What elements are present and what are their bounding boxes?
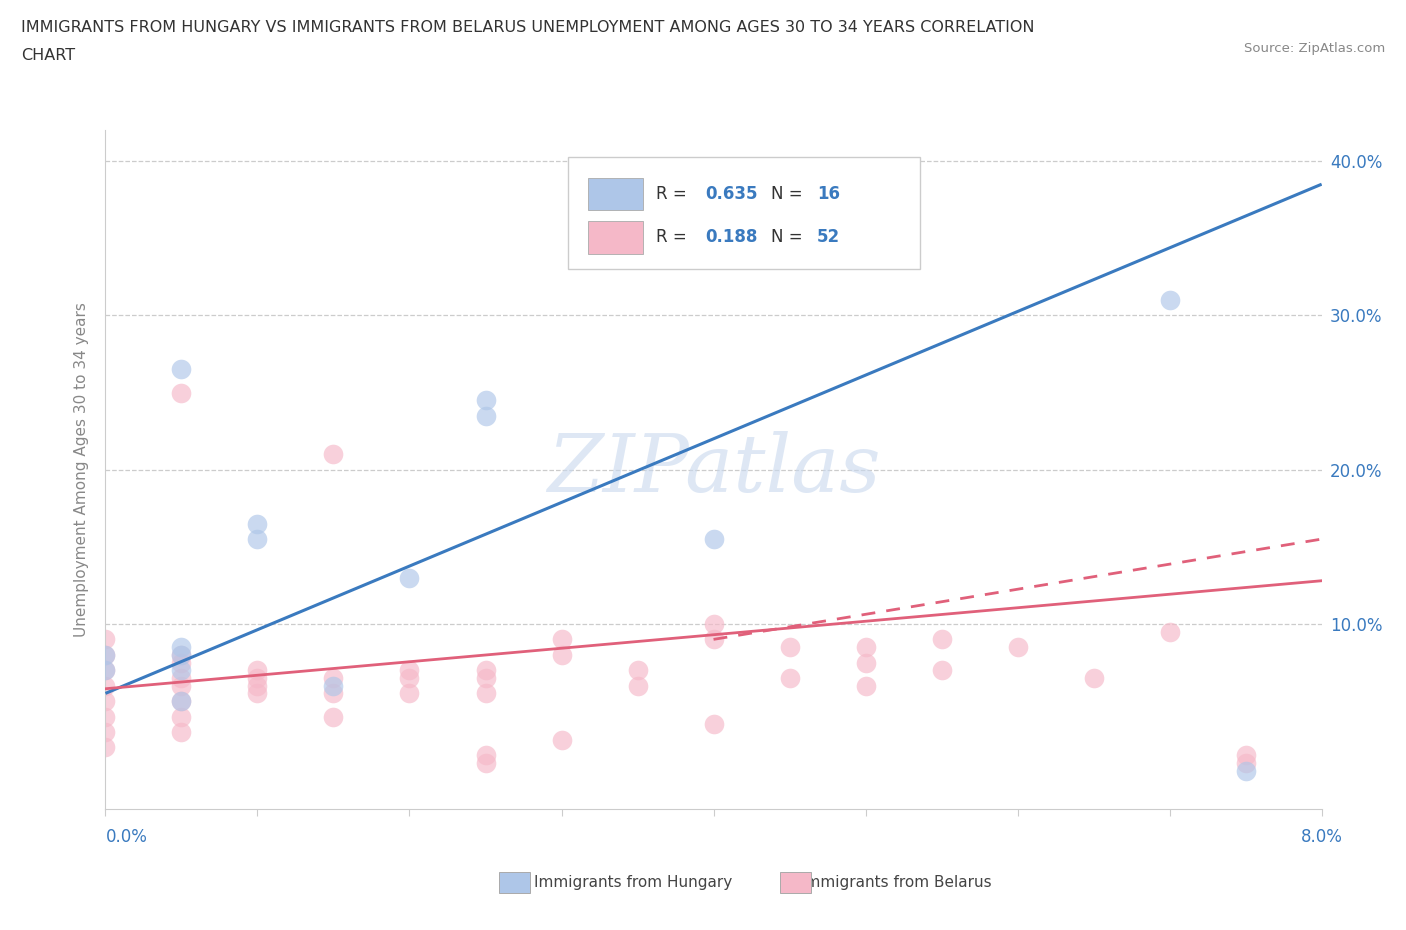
Point: [94, 678, 117, 693]
Point: [170, 362, 193, 377]
Point: [246, 678, 269, 693]
Point: [170, 655, 193, 670]
Point: [170, 640, 193, 655]
Point: [94, 663, 117, 678]
Point: [626, 663, 648, 678]
Point: [1234, 755, 1257, 770]
Point: [246, 532, 269, 547]
Point: [94, 663, 117, 678]
Point: [398, 663, 420, 678]
Point: [170, 647, 193, 662]
Text: 8.0%: 8.0%: [1301, 828, 1343, 845]
Point: [246, 671, 269, 685]
Point: [702, 532, 725, 547]
Point: [1159, 624, 1181, 639]
Point: [702, 632, 725, 647]
Point: [94, 632, 117, 647]
Point: [855, 678, 877, 693]
Point: [94, 709, 117, 724]
Text: N =: N =: [770, 229, 807, 246]
Point: [322, 686, 344, 701]
Point: [474, 755, 496, 770]
Point: [702, 617, 725, 631]
Point: [550, 632, 572, 647]
Text: 0.635: 0.635: [704, 185, 758, 203]
Point: [474, 408, 496, 423]
Point: [94, 694, 117, 709]
Point: [550, 732, 572, 747]
Point: [170, 647, 193, 662]
Point: [170, 694, 193, 709]
Point: [246, 663, 269, 678]
Point: [398, 686, 420, 701]
Point: [1234, 764, 1257, 778]
Point: [931, 663, 953, 678]
Point: [170, 671, 193, 685]
Text: Immigrants from Belarus: Immigrants from Belarus: [801, 875, 993, 890]
Text: N =: N =: [770, 185, 807, 203]
Point: [779, 671, 801, 685]
FancyBboxPatch shape: [588, 221, 643, 254]
Point: [170, 724, 193, 739]
Text: R =: R =: [657, 229, 692, 246]
Text: CHART: CHART: [21, 48, 75, 63]
Text: ZIPatlas: ZIPatlas: [547, 431, 880, 509]
Point: [474, 671, 496, 685]
Text: 0.0%: 0.0%: [105, 828, 148, 845]
FancyBboxPatch shape: [568, 157, 921, 270]
Point: [170, 663, 193, 678]
Point: [702, 717, 725, 732]
Point: [855, 640, 877, 655]
Point: [170, 694, 193, 709]
Point: [94, 724, 117, 739]
Point: [1083, 671, 1105, 685]
Text: Source: ZipAtlas.com: Source: ZipAtlas.com: [1244, 42, 1385, 55]
Point: [626, 678, 648, 693]
Point: [94, 740, 117, 755]
Point: [474, 663, 496, 678]
Point: [779, 640, 801, 655]
Point: [170, 385, 193, 400]
Point: [1234, 748, 1257, 763]
Point: [322, 678, 344, 693]
Point: [1159, 293, 1181, 308]
Point: [94, 647, 117, 662]
Text: 52: 52: [817, 229, 839, 246]
Point: [398, 570, 420, 585]
Text: 16: 16: [817, 185, 839, 203]
Point: [170, 709, 193, 724]
Point: [398, 671, 420, 685]
Text: IMMIGRANTS FROM HUNGARY VS IMMIGRANTS FROM BELARUS UNEMPLOYMENT AMONG AGES 30 TO: IMMIGRANTS FROM HUNGARY VS IMMIGRANTS FR…: [21, 20, 1035, 35]
Text: 0.188: 0.188: [704, 229, 758, 246]
Point: [246, 686, 269, 701]
Point: [170, 678, 193, 693]
Point: [550, 647, 572, 662]
Point: [474, 748, 496, 763]
Point: [1007, 640, 1029, 655]
Y-axis label: Unemployment Among Ages 30 to 34 years: Unemployment Among Ages 30 to 34 years: [75, 302, 90, 637]
Text: R =: R =: [657, 185, 692, 203]
Point: [855, 655, 877, 670]
Point: [931, 632, 953, 647]
Point: [474, 392, 496, 407]
Point: [94, 647, 117, 662]
Point: [322, 671, 344, 685]
FancyBboxPatch shape: [588, 178, 643, 210]
Text: Immigrants from Hungary: Immigrants from Hungary: [534, 875, 733, 890]
Point: [322, 446, 344, 461]
Point: [474, 686, 496, 701]
Point: [246, 516, 269, 531]
Point: [322, 709, 344, 724]
